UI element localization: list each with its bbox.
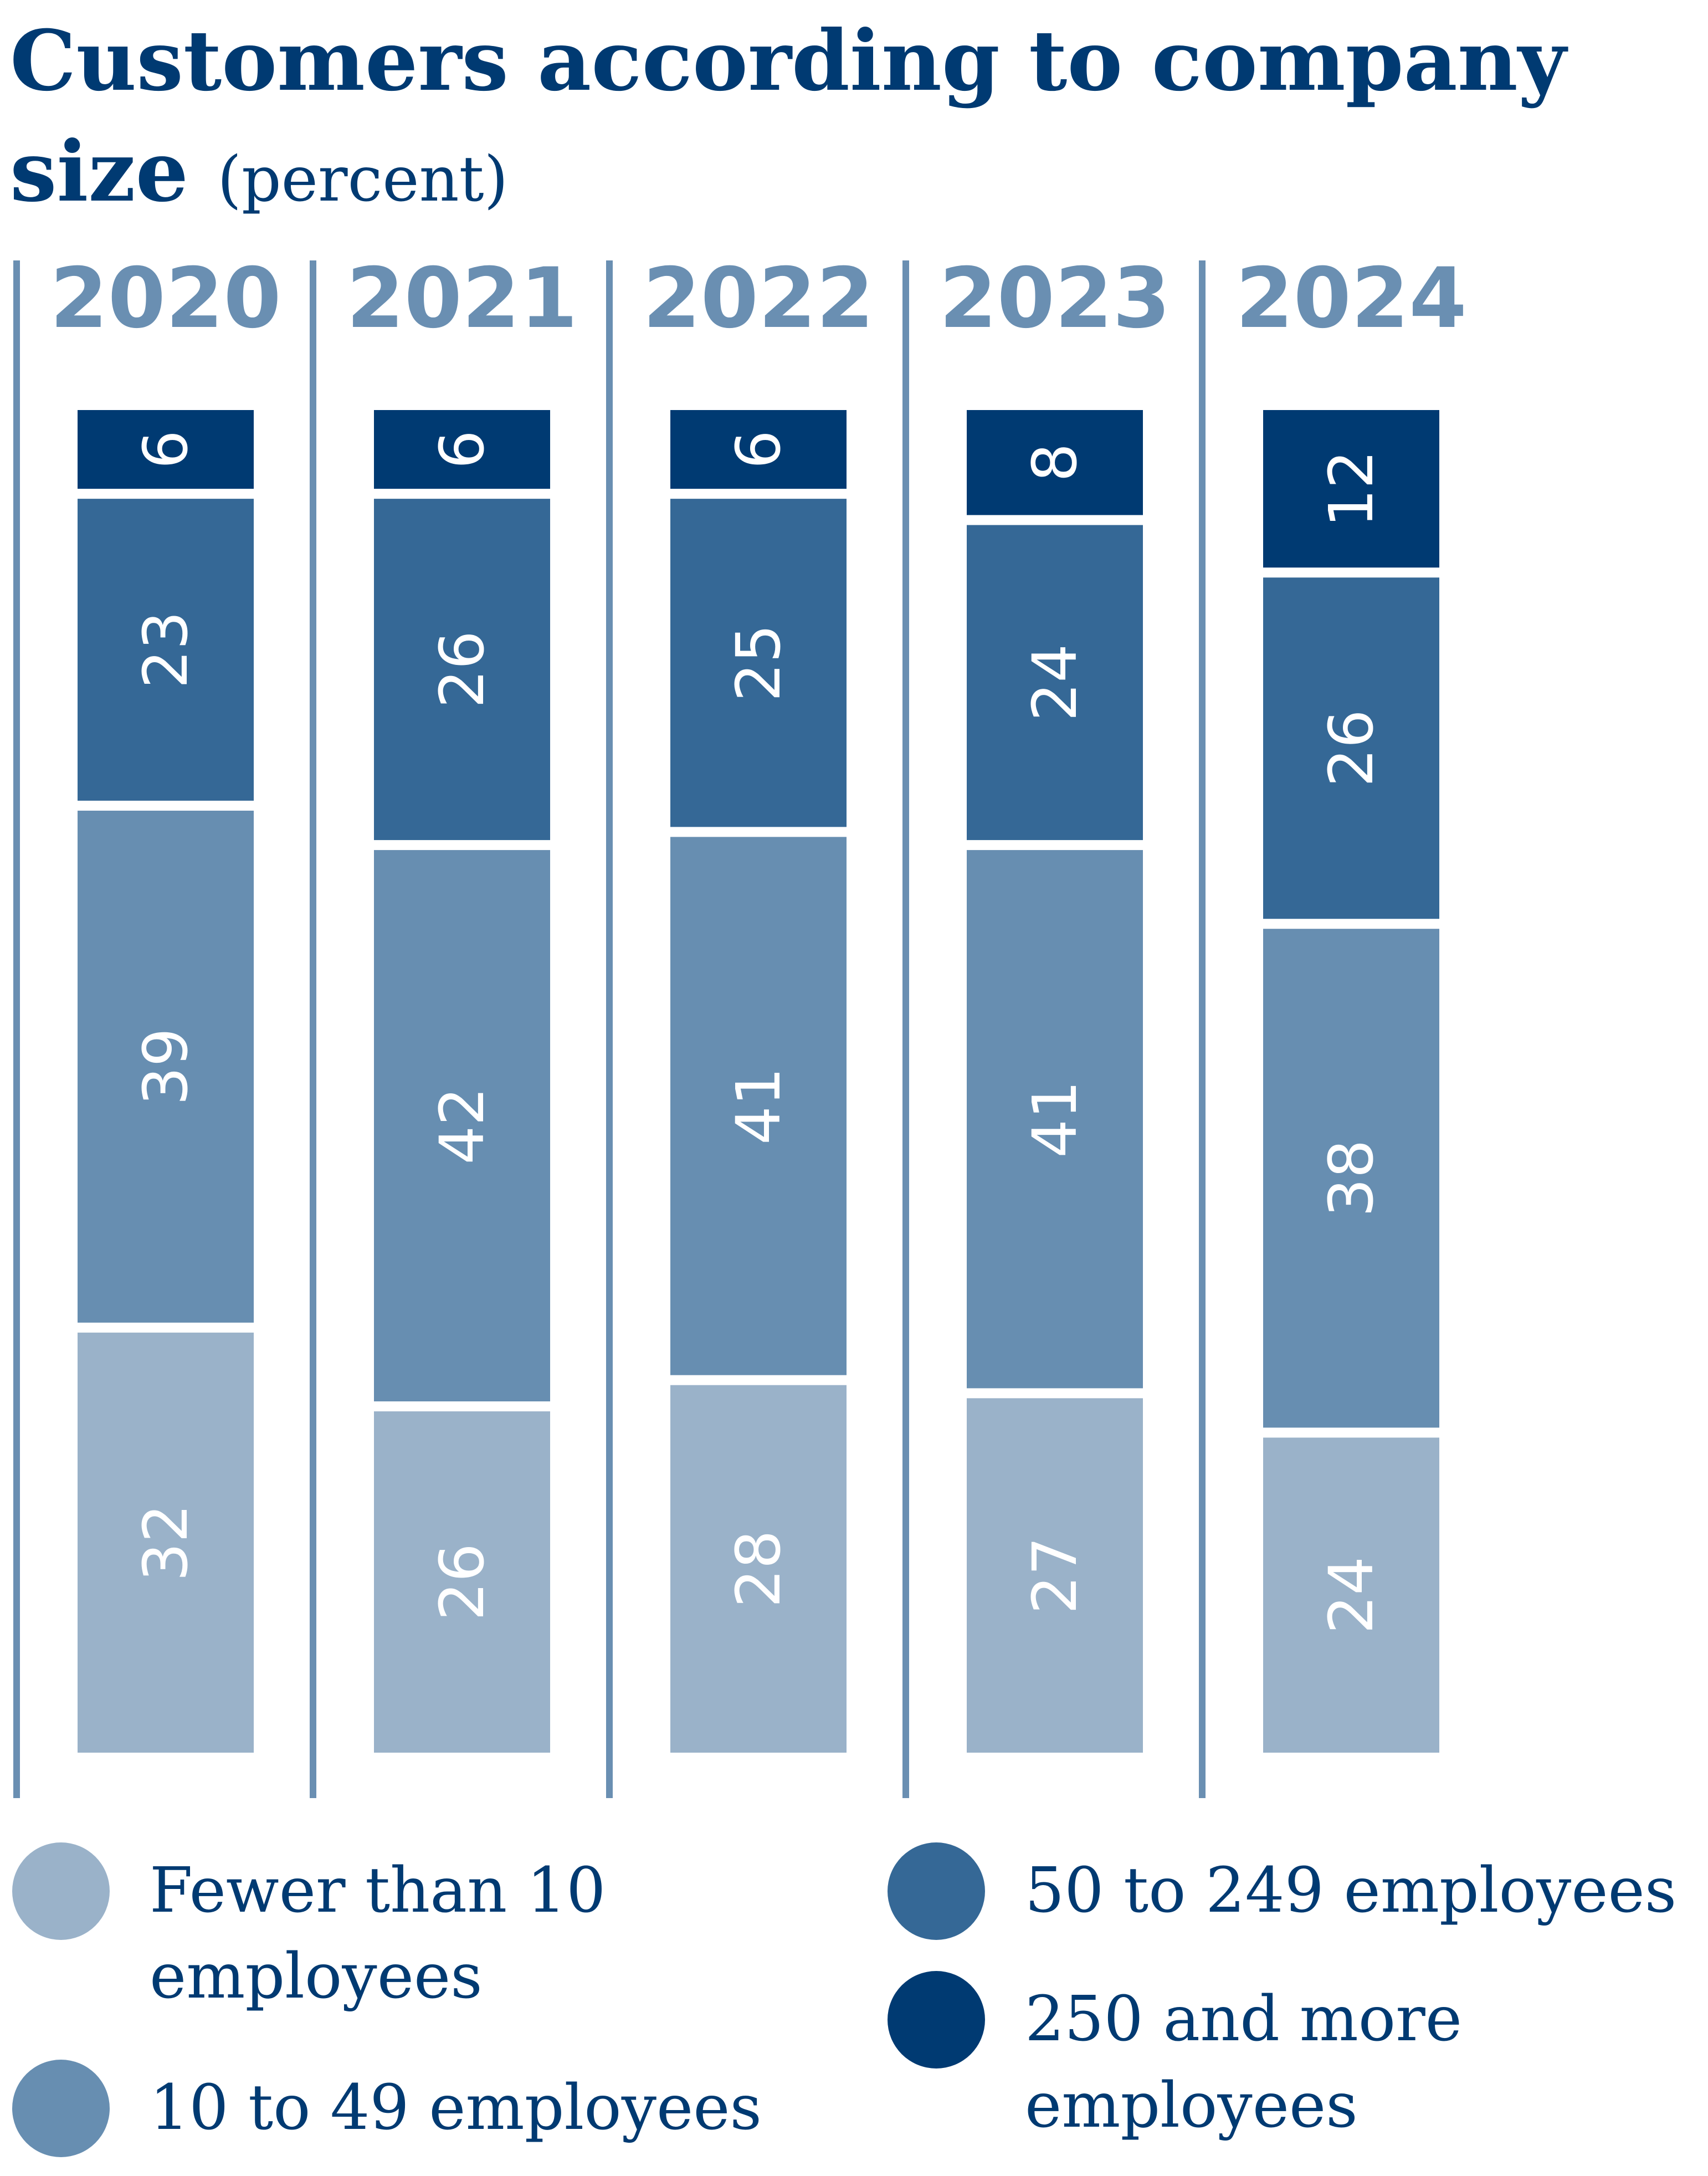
data-label-2024-50-to-249-employees: 26 (1316, 709, 1387, 787)
year-label-2024: 2024 (1235, 250, 1466, 347)
data-label-2020-fewer-than-10-employees: 32 (130, 1504, 201, 1581)
chart-title: Customers according to company size (per… (10, 6, 1672, 235)
year-labels: 2020 2021 2022 2023 2024 (50, 250, 1466, 347)
data-label-2020-250-and-more-employees: 6 (130, 430, 201, 469)
year-label-2022: 2022 (643, 250, 874, 347)
bar-segment-2023-250-and-more-employees (967, 410, 1143, 515)
data-label-2022-fewer-than-10-employees: 28 (723, 1530, 794, 1607)
bar-segment-2024-250-and-more-employees (1263, 410, 1439, 568)
bar-segment-2021-250-and-more-employees (374, 410, 550, 489)
legend: Fewer than 10 employees 10 to 49 employees… (12, 1842, 1676, 2157)
bar-segment-2024-fewer-than-10-employees (1263, 1437, 1439, 1753)
legend-label-10-to-49-employees: 10 to 49 employees (150, 2072, 762, 2144)
data-label-2021-50-to-249-employees: 26 (427, 631, 497, 708)
bar-segment-2023-10-to-49-employees (967, 850, 1143, 1389)
bar-segment-2023-50-to-249-employees (967, 525, 1143, 841)
data-label-2023-250-and-more-employees: 8 (1019, 443, 1090, 482)
data-label-2022-50-to-249-employees: 25 (723, 624, 794, 702)
year-label-2023: 2023 (939, 250, 1170, 347)
legend-swatch-fewer-than-10-employees (12, 1842, 110, 1940)
column-dividers (13, 260, 1206, 1798)
data-label-2020-50-to-249-employees: 23 (130, 611, 201, 689)
bar-segment-2020-50-to-249-employees (78, 499, 254, 801)
year-label-2021: 2021 (346, 250, 577, 347)
bar-segment-2022-50-to-249-employees (670, 499, 847, 827)
bar-segment-2021-fewer-than-10-employees (374, 1411, 550, 1753)
legend-label-250-and-more-employees: 250 and more employees (1025, 1983, 1462, 2142)
bar-segment-2023-fewer-than-10-employees (967, 1398, 1143, 1753)
data-label-2020-10-to-49-employees: 39 (130, 1028, 201, 1105)
bar-segment-2021-50-to-249-employees (374, 499, 550, 841)
data-label-2023-10-to-49-employees: 41 (1019, 1081, 1090, 1158)
bar-segment-2024-10-to-49-employees (1263, 929, 1439, 1428)
data-label-2021-10-to-49-employees: 42 (427, 1087, 497, 1165)
data-label-2024-250-and-more-employees: 12 (1316, 450, 1387, 528)
bar-segment-2022-250-and-more-employees (670, 410, 847, 489)
bar-segment-2020-fewer-than-10-employees (78, 1332, 254, 1753)
bar-segment-2020-10-to-49-employees (78, 811, 254, 1323)
bar-segment-2021-10-to-49-employees (374, 850, 550, 1402)
chart-subtitle: (percent) (217, 144, 509, 216)
data-label-2024-10-to-49-employees: 38 (1316, 1139, 1387, 1217)
data-label-2021-250-and-more-employees: 6 (427, 430, 497, 469)
bar-segment-2020-250-and-more-employees (78, 410, 254, 489)
data-label-2023-fewer-than-10-employees: 27 (1019, 1537, 1090, 1614)
bar-segment-2022-fewer-than-10-employees (670, 1385, 847, 1753)
legend-swatch-50-to-249-employees (888, 1842, 985, 1940)
data-label-2022-10-to-49-employees: 41 (723, 1067, 794, 1145)
data-label-2022-250-and-more-employees: 6 (723, 430, 794, 469)
legend-label-fewer-than-10-employees: Fewer than 10 employees (150, 1855, 606, 2013)
data-label-2024-fewer-than-10-employees: 24 (1316, 1557, 1387, 1634)
chart-title-text: Customers according to company size (10, 12, 1566, 221)
year-label-2020: 2020 (50, 250, 281, 347)
data-label-2021-fewer-than-10-employees: 26 (427, 1543, 497, 1621)
legend-swatch-10-to-49-employees (12, 2060, 110, 2157)
bar-segment-2022-10-to-49-employees (670, 837, 847, 1375)
data-label-2023-50-to-249-employees: 24 (1019, 644, 1090, 721)
legend-label-50-to-249-employees: 50 to 249 employees (1025, 1855, 1676, 1927)
legend-swatch-250-and-more-employees (888, 1971, 985, 2069)
bar-segment-2024-50-to-249-employees (1263, 577, 1439, 919)
bars: 32 39 23 6 26 42 26 6 28 41 25 6 27 41 24 8 24 38 26 12 (78, 410, 1439, 1753)
